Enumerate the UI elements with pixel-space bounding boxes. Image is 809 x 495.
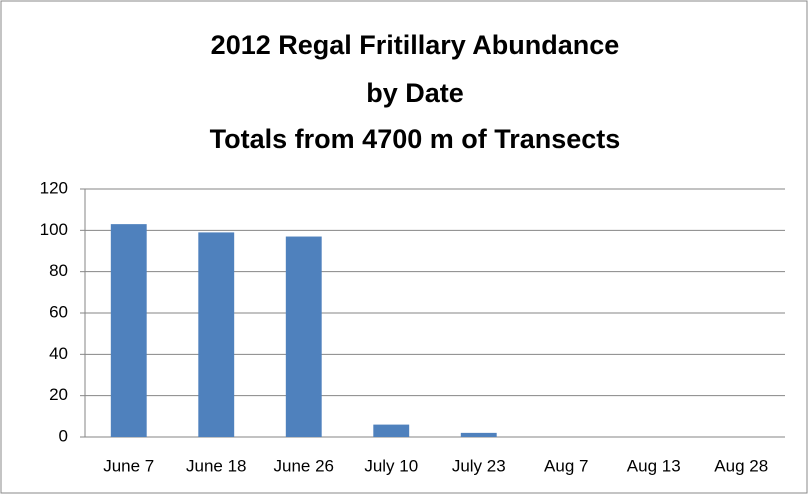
x-tick-label: July 10 bbox=[364, 456, 418, 475]
bar bbox=[110, 224, 147, 437]
x-tick-label: Aug 13 bbox=[627, 456, 681, 475]
chart-title: 2012 Regal Fritillary Abundance bbox=[211, 30, 620, 60]
y-tick-label: 80 bbox=[49, 261, 68, 280]
chart-title: by Date bbox=[366, 78, 464, 108]
y-tick-label: 40 bbox=[49, 344, 68, 363]
y-tick-label: 20 bbox=[49, 385, 68, 404]
bar bbox=[373, 424, 410, 437]
bar bbox=[198, 232, 235, 437]
x-tick-label: Aug 7 bbox=[544, 456, 588, 475]
x-tick-label: July 23 bbox=[452, 456, 506, 475]
x-tick-label: June 26 bbox=[274, 456, 335, 475]
x-tick-label: June 18 bbox=[186, 456, 247, 475]
bar bbox=[460, 432, 497, 437]
x-tick-label: Aug 28 bbox=[714, 456, 768, 475]
y-tick-label: 120 bbox=[40, 178, 68, 197]
y-tick-label: 100 bbox=[40, 220, 68, 239]
x-tick-label: June 7 bbox=[103, 456, 154, 475]
bar bbox=[285, 236, 322, 437]
y-tick-label: 0 bbox=[59, 426, 68, 445]
chart-title: Totals from 4700 m of Transects bbox=[210, 124, 621, 154]
y-tick-label: 60 bbox=[49, 302, 68, 321]
